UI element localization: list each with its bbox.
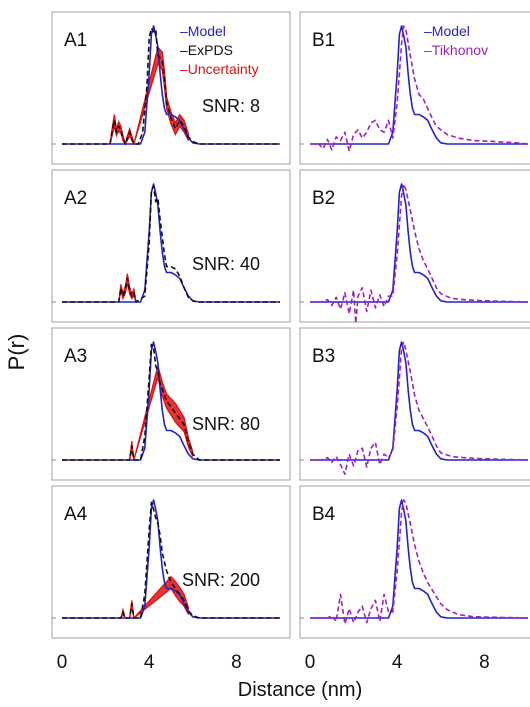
panel-label: A4 bbox=[64, 504, 88, 525]
panel-frame bbox=[299, 169, 530, 323]
panel-b3: B3 bbox=[299, 327, 530, 481]
panel-label: B4 bbox=[312, 504, 336, 525]
x-tick-label: 0 bbox=[57, 652, 68, 673]
snr-annotation: SNR: 8 bbox=[202, 96, 260, 116]
panel-label: A1 bbox=[64, 30, 87, 51]
panel-a1: A1 SNR: 8 –Model –ExPDS –Uncertainty bbox=[51, 11, 291, 165]
legend-entry: –Model bbox=[424, 23, 470, 39]
panel-frame bbox=[51, 169, 291, 323]
legend-entry: –Model bbox=[180, 23, 226, 39]
x-tick-label: 0 bbox=[305, 652, 316, 673]
legend-entry: –Tikhonov bbox=[424, 42, 488, 58]
panel-label: A2 bbox=[64, 188, 87, 209]
series-model-line bbox=[310, 499, 528, 619]
snr-annotation: SNR: 200 bbox=[182, 570, 260, 590]
series-model-line bbox=[310, 341, 528, 461]
series-tikhonov-line bbox=[310, 499, 529, 625]
panel-label: A3 bbox=[64, 346, 87, 367]
panel-a2: A2 SNR: 40 bbox=[51, 169, 291, 323]
panel-label: B3 bbox=[312, 346, 335, 367]
series-tikhonov-line bbox=[310, 341, 529, 476]
legend-entry: –ExPDS bbox=[180, 42, 233, 58]
y-axis-label: P(r) bbox=[4, 334, 29, 371]
panel-b1: B1 –Model –Tikhonov bbox=[299, 11, 530, 165]
panel-frame bbox=[299, 327, 530, 481]
series-model-line bbox=[310, 25, 528, 145]
panel-a4: A4 SNR: 200 bbox=[51, 485, 291, 639]
legend-a: –Model –ExPDS –Uncertainty bbox=[180, 23, 259, 77]
snr-annotation: SNR: 80 bbox=[192, 414, 260, 434]
panel-frame bbox=[51, 11, 291, 165]
x-tick-labels-b: 0 4 8 bbox=[305, 652, 490, 673]
x-axis-label: Distance (nm) bbox=[238, 679, 362, 701]
panel-b4: B4 bbox=[299, 485, 530, 639]
panel-b2: B2 bbox=[299, 169, 530, 325]
panel-frame bbox=[299, 11, 530, 165]
x-tick-labels-a: 0 4 8 bbox=[57, 652, 242, 673]
panel-frame bbox=[299, 485, 530, 639]
series-expds-line bbox=[62, 27, 280, 145]
panel-frame bbox=[51, 485, 291, 639]
panel-label: B1 bbox=[312, 30, 335, 51]
legend-entry: –Uncertainty bbox=[180, 61, 259, 77]
x-tick-label: 4 bbox=[144, 652, 155, 673]
legend-b: –Model –Tikhonov bbox=[424, 23, 488, 58]
series-tikhonov-line bbox=[310, 183, 529, 325]
series-tikhonov-line bbox=[310, 25, 529, 152]
snr-annotation: SNR: 40 bbox=[192, 254, 260, 274]
x-tick-label: 8 bbox=[231, 652, 242, 673]
series-expds-line bbox=[62, 185, 280, 303]
panel-a3: A3 SNR: 80 bbox=[51, 327, 291, 481]
series-model-line bbox=[62, 499, 280, 619]
series-expds-line bbox=[62, 501, 280, 619]
panel-label: B2 bbox=[312, 188, 335, 209]
x-tick-label: 8 bbox=[479, 652, 490, 673]
x-tick-label: 4 bbox=[392, 652, 403, 673]
series-model-line bbox=[310, 183, 528, 303]
series-expds-line bbox=[62, 343, 280, 461]
